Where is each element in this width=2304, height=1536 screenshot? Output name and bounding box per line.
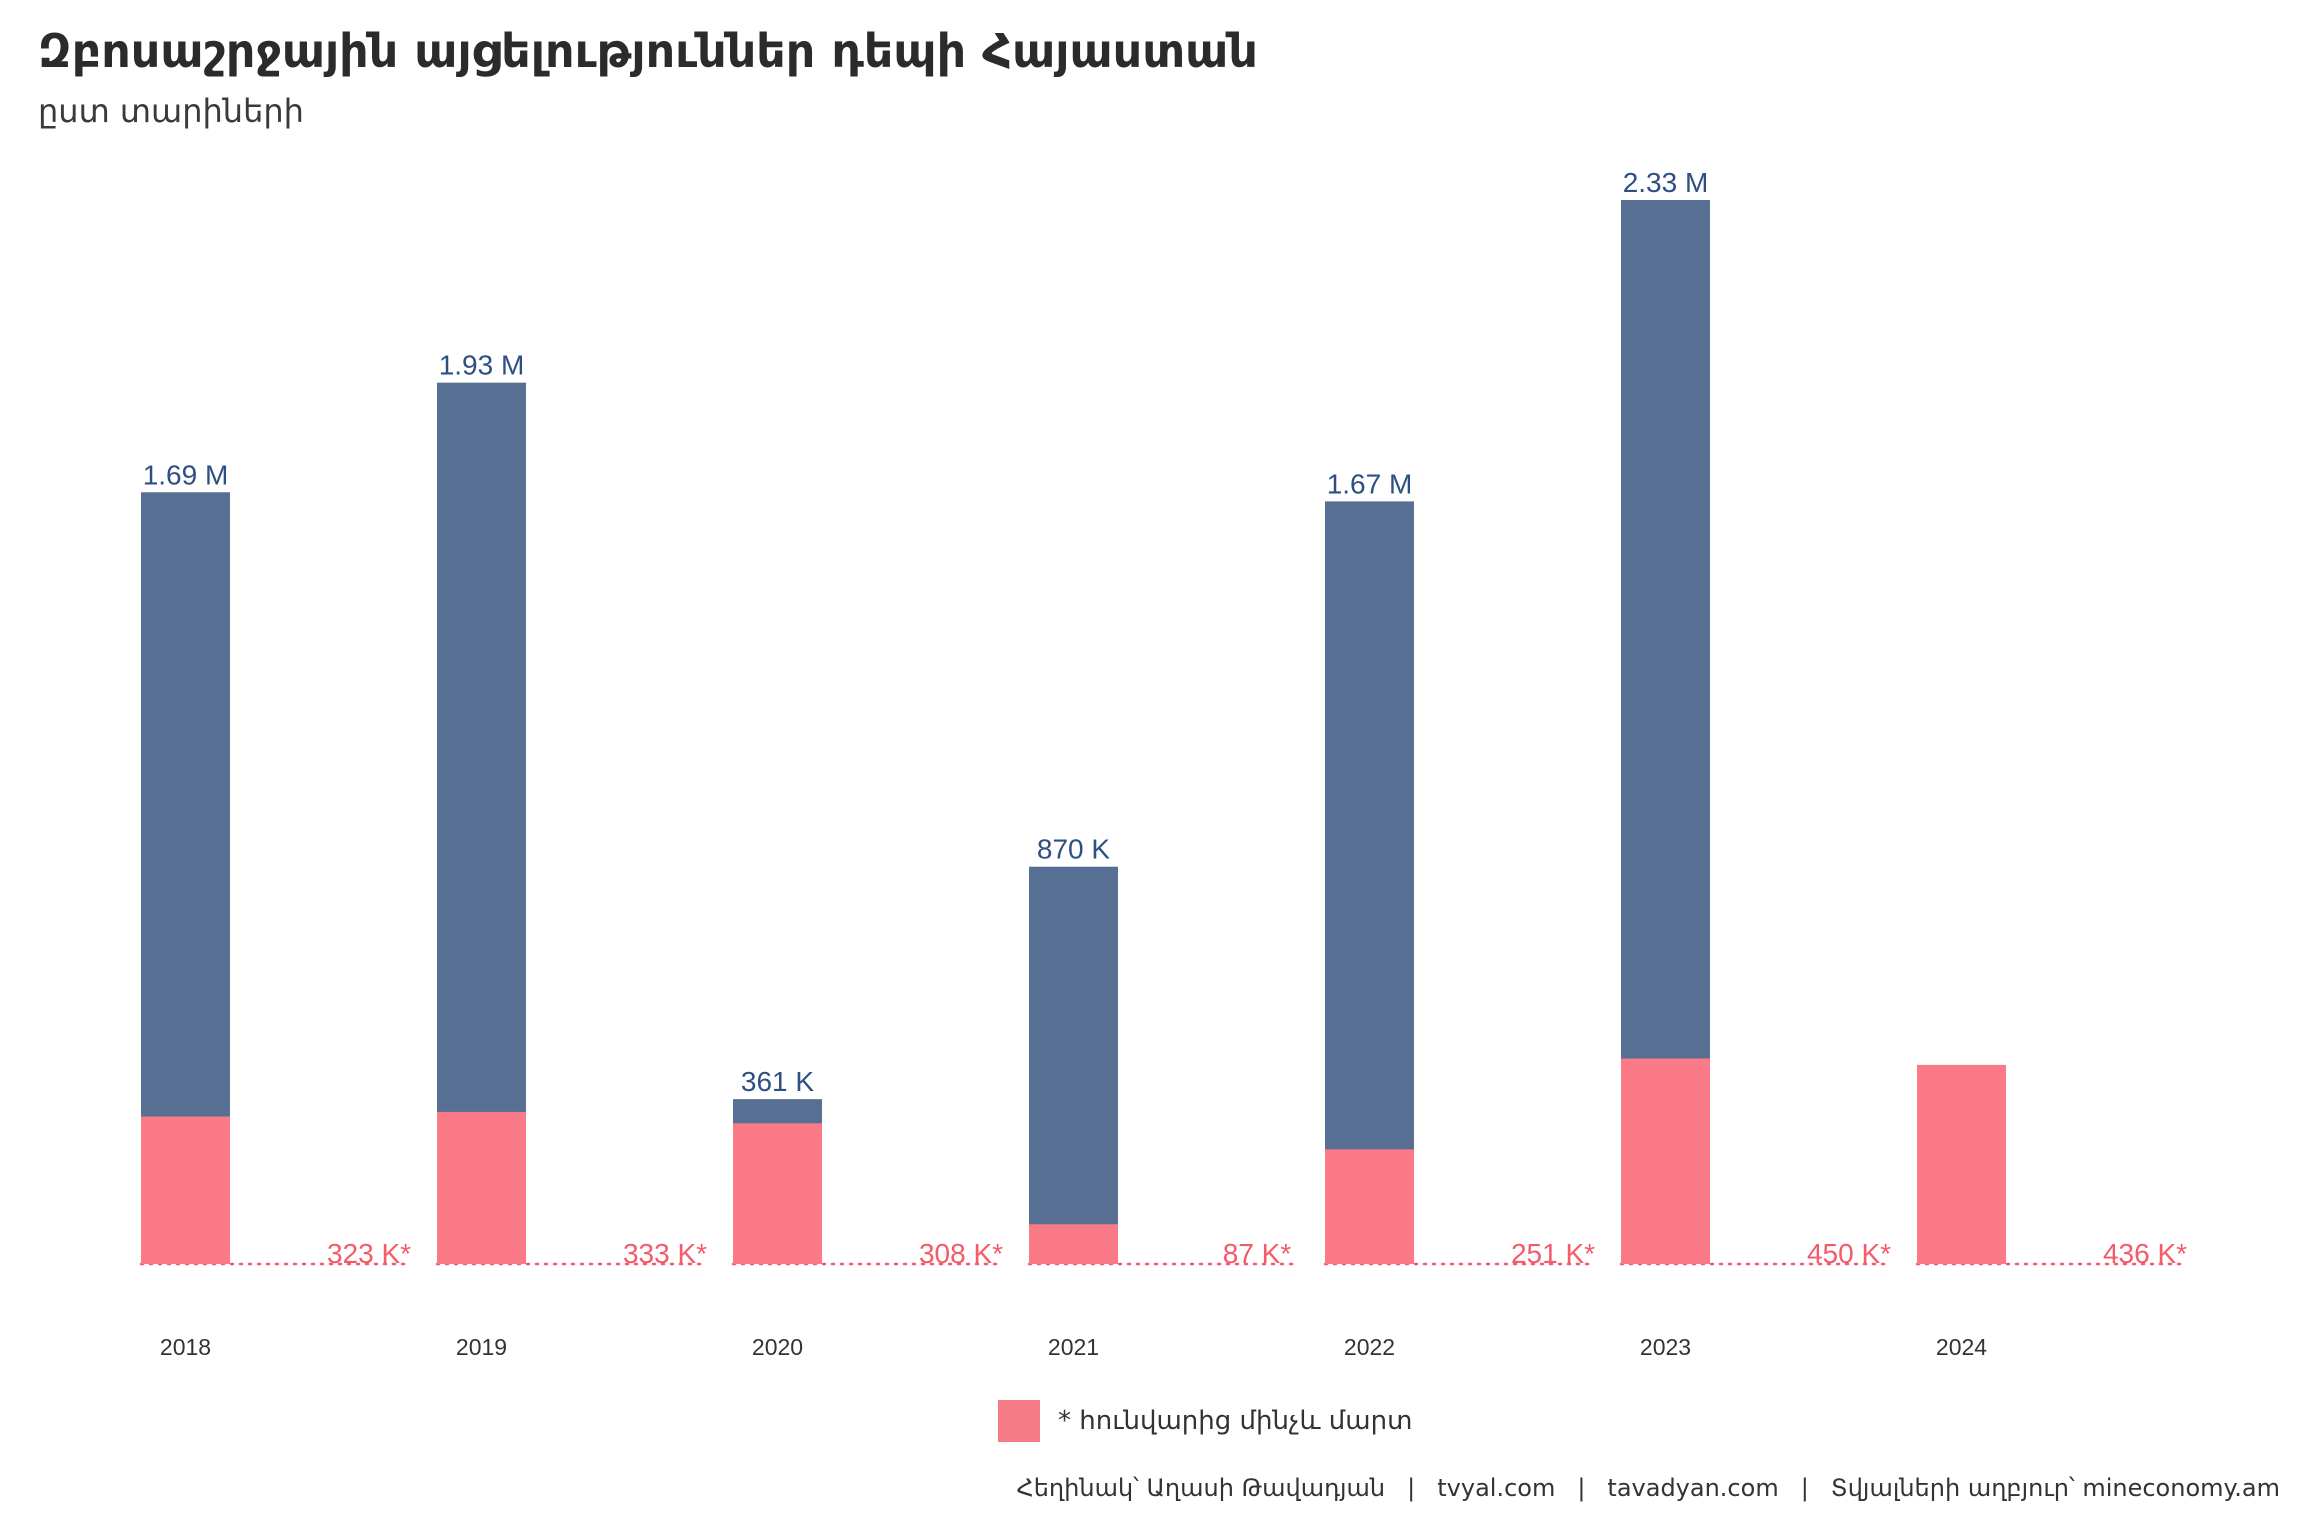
legend: * հունվարից մինչև մարտ [998,1400,1412,1442]
label-total-2021: 870 K [1037,834,1110,865]
footer-source: Տվյալների աղբյուր՝ mineconomy.am [1830,1474,2280,1502]
bar-total-2022 [1325,501,1414,1264]
label-total-2019: 1.93 M [439,350,525,381]
label-total-2023: 2.33 M [1623,167,1709,198]
footer-link-tavadyan[interactable]: tavadyan.com [1607,1474,1779,1502]
bar-jan-mar-2018 [141,1116,230,1264]
x-tick-label-2023: 2023 [1640,1334,1691,1360]
label-jan-mar-2022: 251 K* [1511,1238,1595,1269]
label-jan-mar-2020: 308 K* [919,1238,1003,1269]
footer-separator: | [1407,1474,1416,1502]
label-total-2020: 361 K [741,1066,814,1097]
x-tick-label-2024: 2024 [1936,1334,1987,1360]
chart-title: Զբոսաշրջային այցելություններ դեպի Հայաստ… [38,24,1258,78]
bar-jan-mar-2019 [437,1111,526,1264]
legend-swatch-jan-mar [998,1400,1040,1442]
bar-jan-mar-2021 [1029,1224,1118,1264]
label-total-2022: 1.67 M [1327,468,1413,499]
footer-link-tvyal[interactable]: tvyal.com [1437,1474,1556,1502]
label-total-2018: 1.69 M [143,459,229,490]
label-jan-mar-2021: 87 K* [1223,1238,1292,1269]
bar-jan-mar-2024 [1917,1064,2006,1264]
footer-separator: | [1800,1474,1809,1502]
x-tick-label-2021: 2021 [1048,1334,1099,1360]
bar-jan-mar-2020 [733,1123,822,1264]
bar-jan-mar-2022 [1325,1149,1414,1264]
bar-jan-mar-2023 [1621,1058,1710,1264]
footer-separator: | [1577,1474,1586,1502]
footer-author: Հեղինակ՝ Աղասի Թավադյան [1016,1474,1386,1502]
label-jan-mar-2018: 323 K* [327,1238,411,1269]
label-jan-mar-2023: 450 K* [1807,1238,1891,1269]
x-tick-label-2019: 2019 [456,1334,507,1360]
legend-label: * հունվարից մինչև մարտ [1058,1406,1413,1436]
x-tick-label-2022: 2022 [1344,1334,1395,1360]
x-tick-label-2020: 2020 [752,1334,803,1360]
label-jan-mar-2024: 436 K* [2103,1238,2187,1269]
chart-subtitle: ըստ տարիների [38,92,304,130]
label-jan-mar-2019: 333 K* [623,1238,707,1269]
x-tick-label-2018: 2018 [160,1334,211,1360]
bar-total-2021 [1029,866,1118,1264]
footer: Հեղինակ՝ Աղասի Թավադյան | tvyal.com | tavady… [1017,1474,2280,1502]
